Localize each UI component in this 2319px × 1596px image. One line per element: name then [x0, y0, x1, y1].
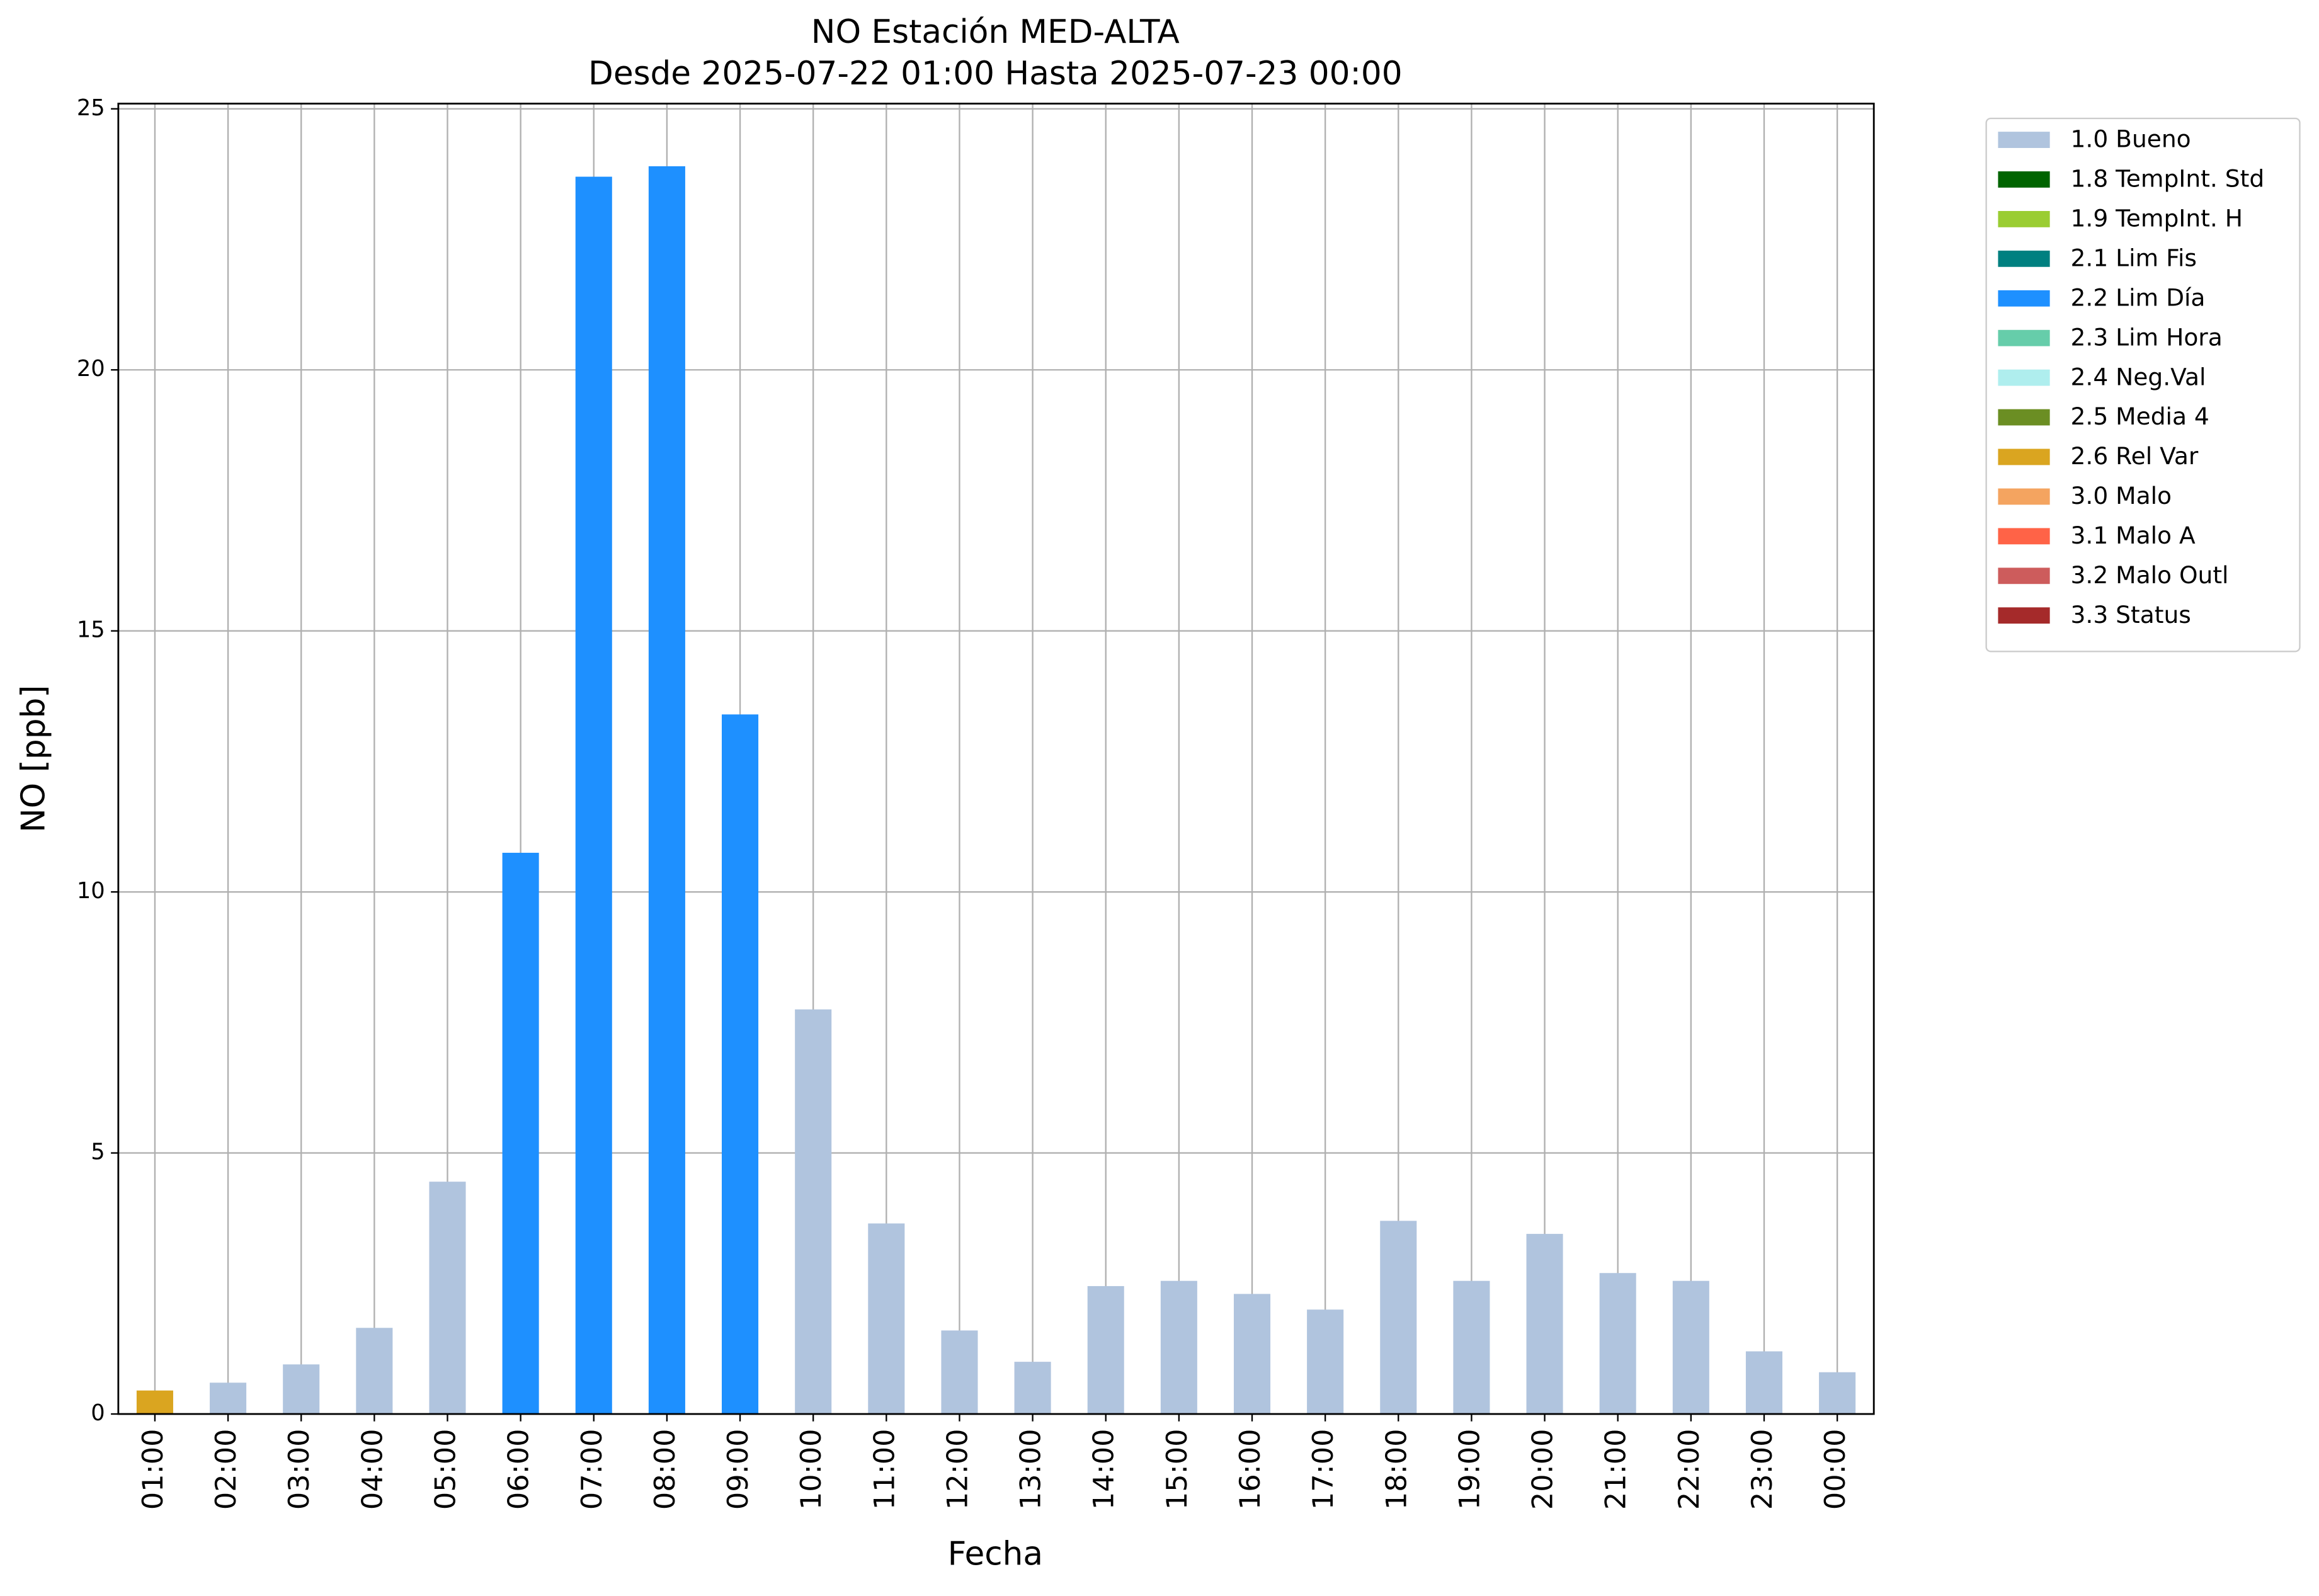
bar [1819, 1372, 1856, 1415]
legend-swatch [1998, 290, 2050, 307]
x-tick-label: 23:00 [1746, 1429, 1779, 1510]
bar [868, 1223, 905, 1415]
bar [1745, 1351, 1783, 1415]
legend-label: 2.3 Lim Hora [2071, 323, 2223, 351]
bar [356, 1328, 393, 1415]
bar [1307, 1309, 1344, 1415]
legend-swatch [1998, 528, 2050, 545]
bar [1453, 1280, 1490, 1415]
bar [1599, 1273, 1636, 1415]
x-tick-label: 18:00 [1380, 1429, 1413, 1510]
legend-label: 1.9 TempInt. H [2071, 205, 2243, 232]
bar [429, 1182, 466, 1415]
y-tick-label: 15 [77, 617, 105, 643]
x-tick-label: 00:00 [1819, 1429, 1852, 1510]
bar [722, 714, 759, 1415]
bar [1672, 1280, 1709, 1415]
legend-swatch [1998, 488, 2050, 505]
y-tick-label: 10 [77, 878, 105, 904]
legend-swatch [1998, 448, 2050, 465]
x-tick-label: 12:00 [941, 1429, 974, 1510]
x-tick-label: 19:00 [1453, 1429, 1486, 1510]
bar [795, 1009, 832, 1415]
bar [1526, 1234, 1563, 1415]
plot-frame [117, 103, 1875, 1415]
bar [502, 852, 539, 1415]
legend-label: 2.2 Lim Día [2071, 283, 2206, 311]
bar [648, 166, 685, 1415]
y-tick-label: 25 [77, 95, 105, 121]
x-tick-label: 01:00 [137, 1429, 169, 1510]
legend-swatch [1998, 369, 2050, 386]
x-tick-label: 11:00 [868, 1429, 901, 1510]
legend-swatch [1998, 250, 2050, 267]
x-tick-label: 03:00 [283, 1429, 316, 1510]
bar [575, 176, 612, 1415]
legend-label: 1.8 TempInt. Std [2071, 165, 2265, 193]
bar [1087, 1285, 1124, 1415]
chart-title: NO Estación MED-ALTA [811, 13, 1180, 51]
bar [136, 1390, 173, 1415]
x-tick-label: 22:00 [1673, 1429, 1706, 1510]
bar [1233, 1294, 1271, 1415]
x-tick-label: 14:00 [1088, 1429, 1120, 1510]
legend-swatch [1998, 329, 2050, 346]
x-tick-label: 10:00 [795, 1429, 828, 1510]
x-tick-label: 15:00 [1161, 1429, 1194, 1510]
legend-label: 2.1 Lim Fis [2071, 244, 2197, 272]
legend-swatch [1998, 210, 2050, 227]
legend-label: 1.0 Bueno [2071, 125, 2191, 153]
legend-label: 3.3 Status [2071, 601, 2191, 629]
x-tick-label: 21:00 [1600, 1429, 1632, 1510]
x-tick-label: 07:00 [576, 1429, 608, 1510]
legend-label: 3.0 Malo [2071, 482, 2172, 510]
x-tick-label: 04:00 [356, 1429, 389, 1510]
bar [1160, 1280, 1197, 1415]
x-tick-label: 06:00 [503, 1429, 535, 1510]
x-tick-label: 16:00 [1234, 1429, 1267, 1510]
x-tick-label: 20:00 [1527, 1429, 1559, 1510]
bar [941, 1330, 978, 1415]
legend-swatch [1998, 607, 2050, 624]
x-tick-label: 17:00 [1307, 1429, 1340, 1510]
legend-label: 2.4 Neg.Val [2071, 363, 2206, 390]
x-tick-label: 09:00 [722, 1429, 755, 1510]
legend-label: 3.1 Malo A [2071, 522, 2196, 549]
bar [210, 1382, 247, 1415]
legend-label: 2.5 Media 4 [2071, 402, 2209, 430]
y-tick-label: 5 [91, 1139, 105, 1165]
legend-box [1985, 117, 2301, 653]
bar [283, 1364, 320, 1415]
x-tick-label: 13:00 [1015, 1429, 1047, 1510]
chart-subtitle: Desde 2025-07-22 01:00 Hasta 2025-07-23 … [588, 55, 1403, 93]
y-tick-label: 20 [77, 356, 105, 382]
y-tick-label: 0 [91, 1400, 105, 1426]
legend-swatch [1998, 171, 2050, 188]
legend-label: 2.6 Rel Var [2071, 442, 2199, 470]
y-axis-label: NO [ppb] [14, 685, 52, 833]
x-tick-label: 05:00 [429, 1429, 462, 1510]
x-axis-label: Fecha [948, 1535, 1043, 1573]
legend-label: 3.2 Malo Outl [2071, 561, 2229, 589]
bar [1014, 1362, 1051, 1415]
x-tick-label: 02:00 [210, 1429, 242, 1510]
legend-swatch [1998, 567, 2050, 584]
bar [1380, 1221, 1417, 1415]
x-tick-label: 08:00 [649, 1429, 681, 1510]
legend-swatch [1998, 132, 2050, 148]
legend-swatch [1998, 409, 2050, 426]
